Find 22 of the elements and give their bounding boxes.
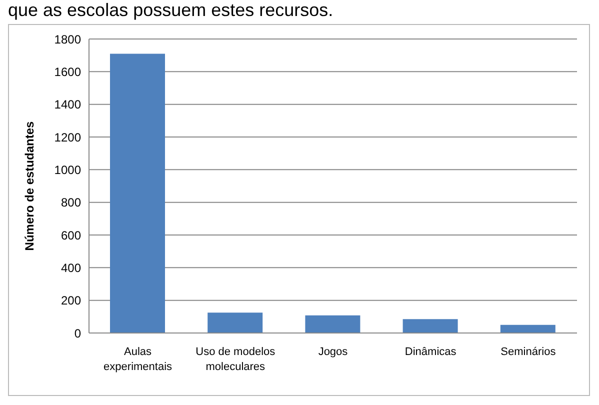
text: que as escolas possuem estes recursos. <box>8 0 334 20</box>
y-tick-label: 200 <box>60 294 82 308</box>
x-tick-label: Aulas experimentais <box>104 346 173 373</box>
y-tick-label: 0 <box>74 326 82 340</box>
y-tick-label: 1200 <box>54 130 82 144</box>
x-tick-label: Seminários <box>500 346 556 358</box>
x-tick-label: Jogos <box>318 346 348 358</box>
y-tick-label: 1000 <box>54 162 82 177</box>
bar <box>305 315 360 333</box>
y-tick-label: 600 <box>60 228 82 242</box>
y-tick-label: 1400 <box>54 98 82 112</box>
x-tick-label: Dinâmicas <box>404 346 457 358</box>
y-tick-label: 1600 <box>54 64 82 79</box>
x-tick-label: Uso de modelos moleculares <box>196 346 276 373</box>
bar <box>110 54 165 333</box>
y-axis-title: Número de estudantes <box>22 121 36 251</box>
y-tick-label: 800 <box>60 196 82 210</box>
bar <box>500 324 556 333</box>
y-tick-label: 1800 <box>54 32 82 46</box>
bar <box>208 312 263 333</box>
bar <box>402 319 458 333</box>
y-tick-label: 400 <box>60 260 82 275</box>
